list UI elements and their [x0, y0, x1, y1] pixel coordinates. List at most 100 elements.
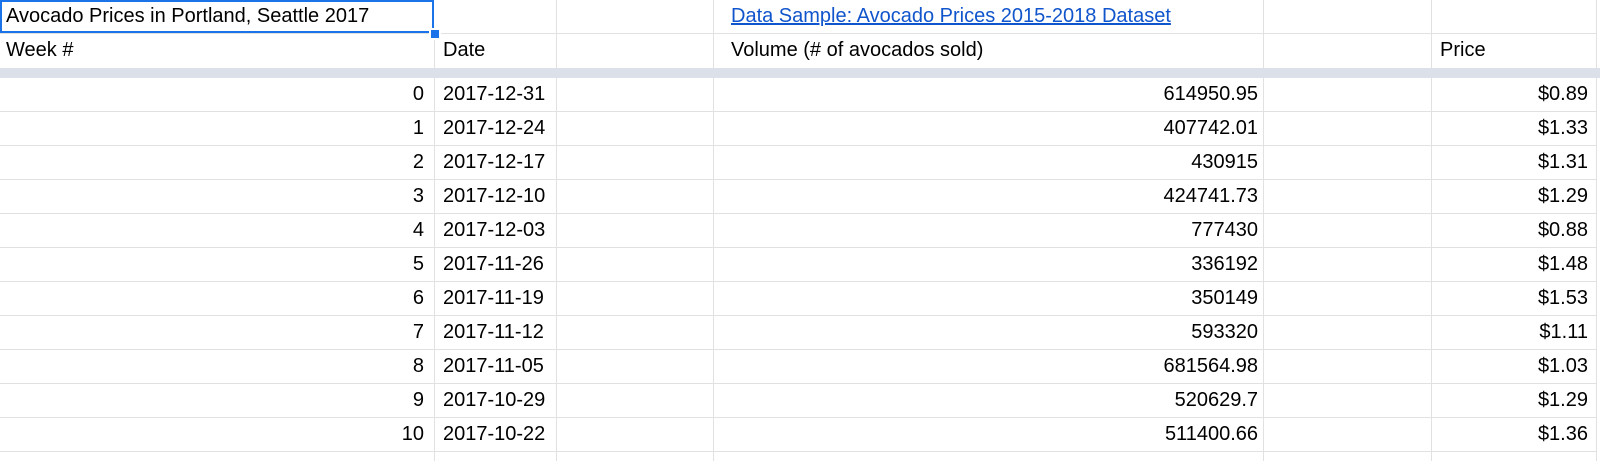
cell-empty[interactable]	[1264, 146, 1432, 180]
cell-empty[interactable]	[557, 316, 714, 350]
cell-week[interactable]: 2	[0, 146, 435, 180]
cell-week[interactable]: 4	[0, 214, 435, 248]
cell-empty[interactable]	[1264, 34, 1432, 68]
sheet-row: 5 2017-11-26 336192 $1.48	[0, 248, 1600, 282]
cell-week[interactable]: 7	[0, 316, 435, 350]
header-volume[interactable]: Volume (# of avocados sold)	[714, 34, 1264, 68]
cell-empty[interactable]	[1264, 214, 1432, 248]
cell-empty[interactable]	[1432, 452, 1597, 461]
cell-volume[interactable]: 614950.95	[714, 78, 1264, 112]
cell-dataset-link: Data Sample: Avocado Prices 2015-2018 Da…	[714, 0, 1264, 34]
cell-empty[interactable]	[557, 282, 714, 316]
sheet-row: 1 2017-12-24 407742.01 $1.33	[0, 112, 1600, 146]
cell-volume[interactable]: 511400.66	[714, 418, 1264, 452]
cell-empty[interactable]	[557, 34, 714, 68]
cell-week[interactable]: 3	[0, 180, 435, 214]
cell-price[interactable]: $1.48	[1432, 248, 1597, 282]
cell-empty[interactable]	[1264, 0, 1432, 34]
cell-price[interactable]: $1.03	[1432, 350, 1597, 384]
header-week[interactable]: Week #	[0, 34, 435, 68]
cell-date[interactable]: 2017-11-12	[435, 316, 557, 350]
cell-volume[interactable]: 424741.73	[714, 180, 1264, 214]
cell-empty[interactable]	[1264, 316, 1432, 350]
cell-date[interactable]: 2017-12-24	[435, 112, 557, 146]
frozen-rows-divider	[0, 68, 1600, 78]
cell-week[interactable]: 9	[0, 384, 435, 418]
cell-date[interactable]: 2017-12-03	[435, 214, 557, 248]
cell-volume[interactable]: 407742.01	[714, 112, 1264, 146]
cell-volume[interactable]: 350149	[714, 282, 1264, 316]
cell-empty[interactable]	[1432, 0, 1597, 34]
cell-empty[interactable]	[1264, 418, 1432, 452]
cell-price[interactable]: $1.29	[1432, 384, 1597, 418]
cell-price[interactable]: $1.29	[1432, 180, 1597, 214]
cell-week[interactable]: 6	[0, 282, 435, 316]
cell-price[interactable]: $0.89	[1432, 78, 1597, 112]
cell-volume[interactable]: 681564.98	[714, 350, 1264, 384]
cell-empty[interactable]	[714, 452, 1264, 461]
cell-empty[interactable]	[1264, 384, 1432, 418]
cell-volume[interactable]: 336192	[714, 248, 1264, 282]
sheet-row: 6 2017-11-19 350149 $1.53	[0, 282, 1600, 316]
cell-date[interactable]: 2017-10-29	[435, 384, 557, 418]
sheet-row: 10 2017-10-22 511400.66 $1.36	[0, 418, 1600, 452]
sheet-row-headers: Week # Date Volume (# of avocados sold) …	[0, 34, 1600, 68]
sheet-row: 4 2017-12-03 777430 $0.88	[0, 214, 1600, 248]
cell-empty[interactable]	[557, 452, 714, 461]
cell-empty[interactable]	[557, 0, 714, 34]
cell-date[interactable]: 2017-12-17	[435, 146, 557, 180]
sheet-row: 8 2017-11-05 681564.98 $1.03	[0, 350, 1600, 384]
cell-date[interactable]: 2017-11-26	[435, 248, 557, 282]
cell-empty[interactable]	[1264, 112, 1432, 146]
cell-date[interactable]: 2017-12-10	[435, 180, 557, 214]
cell-volume[interactable]: 593320	[714, 316, 1264, 350]
cell-empty[interactable]	[435, 452, 557, 461]
cell-empty[interactable]	[1264, 180, 1432, 214]
cell-empty[interactable]	[557, 78, 714, 112]
sheet-row-title: Avocado Prices in Portland, Seattle 2017…	[0, 0, 1600, 40]
cell-empty[interactable]	[557, 146, 714, 180]
cell-empty[interactable]	[557, 248, 714, 282]
cell-price[interactable]: $1.33	[1432, 112, 1597, 146]
cell-empty[interactable]	[557, 180, 714, 214]
cell-empty[interactable]	[0, 452, 435, 461]
sheet-title-text: Avocado Prices in Portland, Seattle 2017	[6, 5, 370, 27]
cell-date[interactable]: 2017-11-19	[435, 282, 557, 316]
cell-empty[interactable]	[557, 418, 714, 452]
cell-empty[interactable]	[1264, 452, 1432, 461]
cell-date[interactable]: 2017-10-22	[435, 418, 557, 452]
cell-date[interactable]: 2017-12-31	[435, 78, 557, 112]
cell-empty[interactable]	[557, 214, 714, 248]
cell-empty[interactable]	[557, 112, 714, 146]
cell-empty[interactable]	[557, 384, 714, 418]
cell-volume[interactable]: 430915	[714, 146, 1264, 180]
header-date[interactable]: Date	[435, 34, 557, 68]
cell-week[interactable]: 10	[0, 418, 435, 452]
cell-week[interactable]: 0	[0, 78, 435, 112]
dataset-link[interactable]: Data Sample: Avocado Prices 2015-2018 Da…	[731, 5, 1171, 27]
cell-date[interactable]: 2017-11-05	[435, 350, 557, 384]
sheet-row: 2 2017-12-17 430915 $1.31	[0, 146, 1600, 180]
fill-handle[interactable]	[429, 28, 441, 40]
cell-volume[interactable]: 777430	[714, 214, 1264, 248]
cell-price[interactable]: $0.88	[1432, 214, 1597, 248]
cell-week[interactable]: 5	[0, 248, 435, 282]
cell-empty[interactable]	[557, 350, 714, 384]
cell-price[interactable]: $1.11	[1432, 316, 1597, 350]
cell-week[interactable]: 8	[0, 350, 435, 384]
cell-price[interactable]: $1.53	[1432, 282, 1597, 316]
cell-empty[interactable]	[1264, 78, 1432, 112]
header-price[interactable]: Price	[1432, 34, 1597, 68]
cell-empty[interactable]	[435, 0, 557, 34]
cell-volume[interactable]: 520629.7	[714, 384, 1264, 418]
sheet-row: 3 2017-12-10 424741.73 $1.29	[0, 180, 1600, 214]
cell-price[interactable]: $1.31	[1432, 146, 1597, 180]
cell-empty[interactable]	[1264, 350, 1432, 384]
cell-title-selected[interactable]: Avocado Prices in Portland, Seattle 2017	[0, 0, 441, 40]
sheet-row-partial	[0, 452, 1600, 461]
cell-empty[interactable]	[1264, 248, 1432, 282]
cell-empty[interactable]	[1264, 282, 1432, 316]
cell-week[interactable]: 1	[0, 112, 435, 146]
cell-price[interactable]: $1.36	[1432, 418, 1597, 452]
